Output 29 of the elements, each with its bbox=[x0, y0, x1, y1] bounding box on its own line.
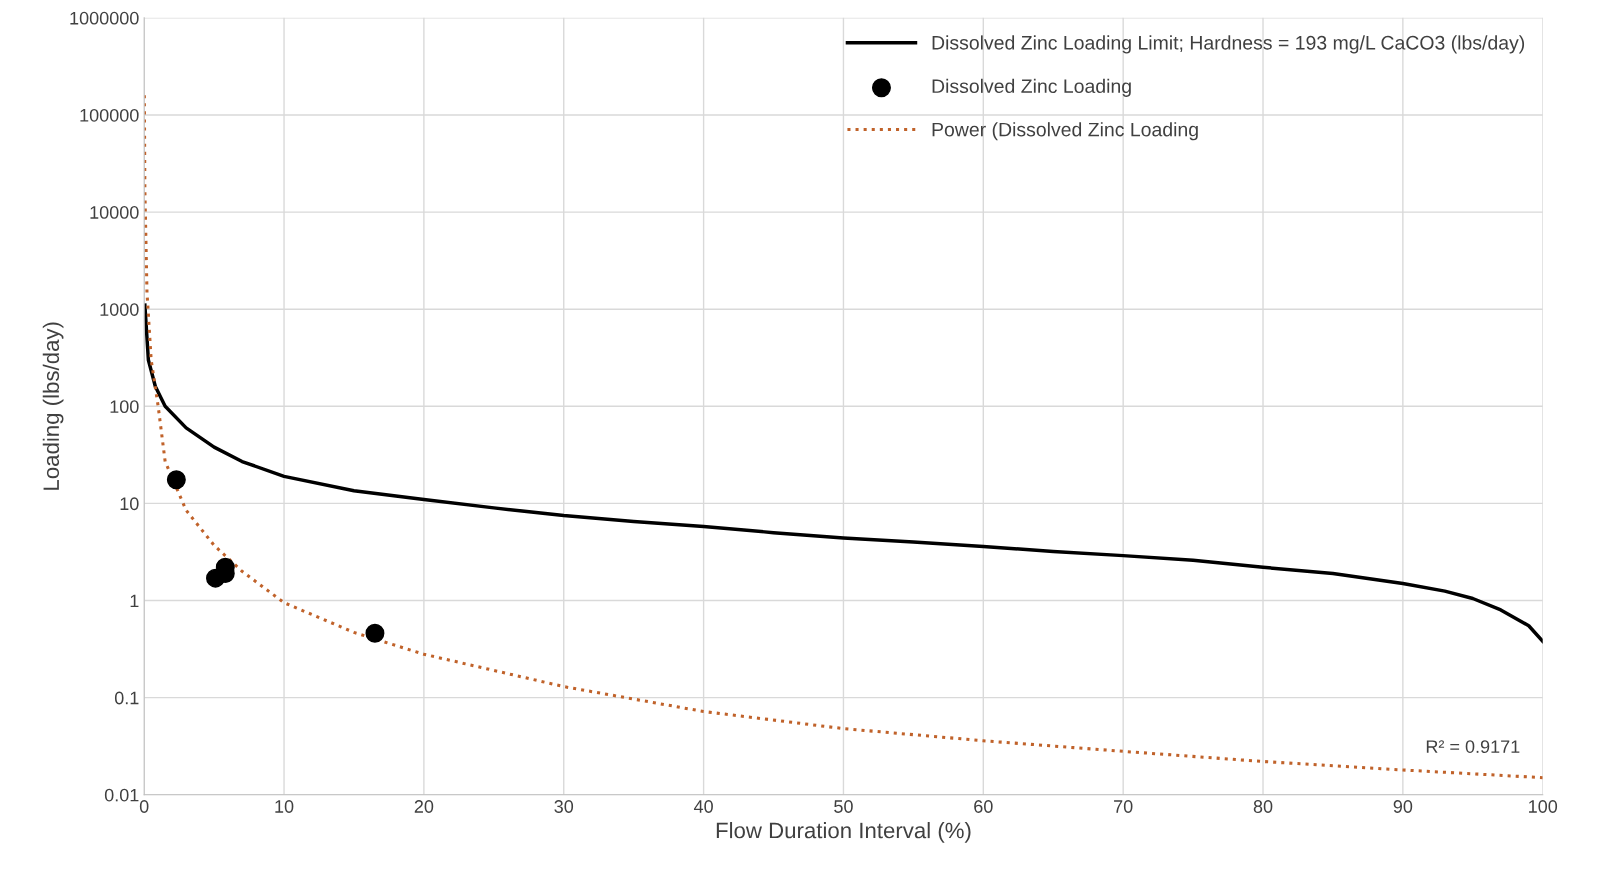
y-tick-label: 10 bbox=[120, 497, 139, 511]
legend-label: Dissolved Zinc Loading Limit; Hardness = 193 mg/L CaCO3 (lbs/day) bbox=[932, 35, 1525, 54]
legend-label: Power (Dissolved Zinc Loading bbox=[932, 122, 1198, 141]
annotation: R² = 0.9171 bbox=[1426, 740, 1520, 753]
y-tick-label: 10000 bbox=[90, 206, 139, 219]
y-axis-title: Loading (lbs/day) bbox=[42, 322, 64, 490]
x-tick-label: 0 bbox=[139, 800, 149, 813]
line-series bbox=[144, 303, 1543, 644]
x-tick-label: 90 bbox=[1393, 800, 1413, 813]
y-tick-label: 0.1 bbox=[114, 691, 139, 705]
y-tick-label: 1 bbox=[130, 594, 139, 608]
y-tick-label: 100 bbox=[110, 400, 139, 414]
point bbox=[166, 470, 186, 490]
x-tick-label: 10 bbox=[275, 800, 294, 813]
y-tick-label: 100000 bbox=[80, 108, 139, 122]
x-tick-label: 20 bbox=[414, 800, 434, 813]
x-tick-label: 30 bbox=[554, 800, 574, 813]
x-axis-title: Flow Duration Interval (%) bbox=[716, 822, 971, 843]
point bbox=[365, 623, 385, 643]
x-tick-label: 80 bbox=[1253, 800, 1273, 813]
y-tick-label: 1000000 bbox=[70, 11, 139, 25]
x-tick-label: 40 bbox=[693, 800, 713, 813]
y-tick-label: 1000 bbox=[100, 303, 139, 316]
x-tick-label: 50 bbox=[834, 800, 853, 813]
y-tick-label: 0.01 bbox=[104, 788, 139, 802]
x-tick-label: 100 bbox=[1529, 800, 1558, 813]
legend-label: Dissolved Zinc Loading bbox=[932, 78, 1131, 97]
x-tick-label: 70 bbox=[1114, 800, 1133, 813]
x-tick-label: 60 bbox=[974, 800, 993, 813]
